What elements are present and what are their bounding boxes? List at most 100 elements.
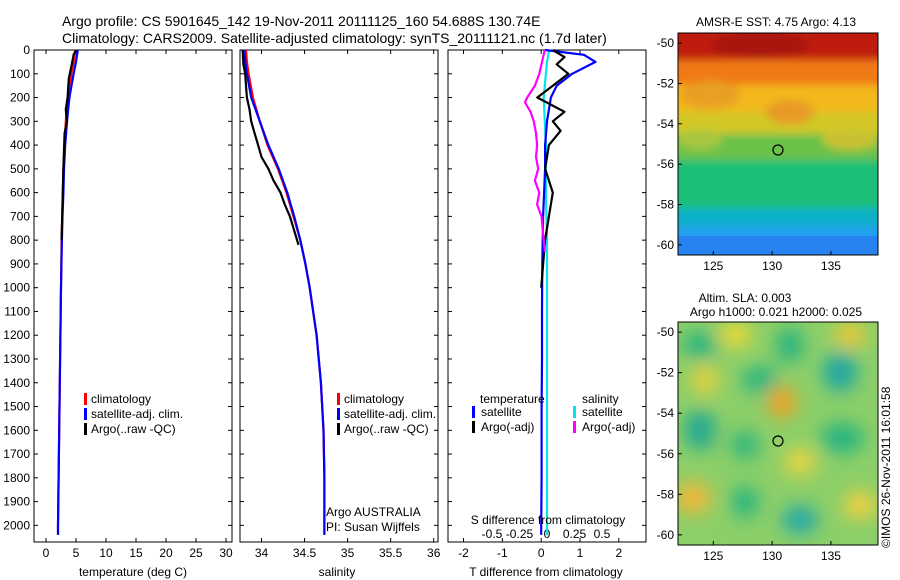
legend-title-temperature: temperature: [480, 392, 545, 406]
depth-tick-label: 600: [10, 186, 30, 200]
s-diff-tick-label: -0.5: [482, 527, 503, 541]
x-tick-label: 25: [189, 546, 203, 560]
salinity-plot-frame: [239, 49, 439, 543]
lon-tick-label: 130: [762, 259, 782, 273]
lon-tick-label: 135: [821, 259, 841, 273]
profile-line-temperature-argo-adj-: [536, 49, 570, 288]
profile-line-climatology: [244, 49, 326, 535]
temperature-legend: climatology satellite-adj. clim. Argo(..…: [84, 392, 183, 436]
depth-tick-label: 1500: [3, 400, 30, 414]
header-line-2: Climatology: CARS2009. Satellite-adjuste…: [62, 30, 607, 46]
argo-institution-annotation: Argo AUSTRALIA: [326, 505, 421, 519]
x-tick-label: 10: [99, 546, 113, 560]
lat-tick-label: -52: [657, 76, 675, 90]
depth-tick-label: 1000: [3, 281, 30, 295]
legend-label-satellite: satellite-adj. clim.: [91, 407, 183, 421]
lat-tick-label: -54: [657, 117, 675, 131]
sla-map-panel: Altim. SLA: 0.003 Argo h1000: 0.021 h200…: [657, 291, 879, 563]
difference-panel: -2 -1 0 1 2 -0.5 -0.25 0 0.25 0.5 S difference f…: [447, 48, 647, 579]
lon-tick-label: 130: [762, 549, 782, 563]
legend-label-satellite: satellite-adj. clim.: [344, 407, 436, 421]
difference-bottom-ticks: -2 -1 0 1 2: [458, 50, 622, 560]
sla-map-title: Altim. SLA: 0.003: [699, 291, 792, 305]
temperature-plot-frame: [33, 49, 233, 543]
salinity-axis-ticks: 34 34.5 35 35.5 36: [255, 50, 441, 560]
x-tick-label: -2: [458, 546, 469, 560]
s-diff-tick-label: 0.5: [594, 527, 611, 541]
profile-line-argo-raw-qc-: [241, 49, 300, 246]
depth-tick-label: 1200: [3, 328, 30, 342]
lat-tick-label: -50: [657, 36, 675, 50]
legend-swatch-s-argo: [573, 421, 576, 433]
temperature-panel: 0100200300400500600700800900100011001200…: [3, 43, 233, 579]
legend-label-s-argo: Argo(-adj): [582, 420, 635, 434]
legend-swatch-climatology: [337, 393, 340, 405]
legend-label-t-satellite: satellite: [481, 405, 522, 419]
s-diff-tick-label: 0.25: [563, 527, 587, 541]
depth-tick-label: 200: [10, 91, 30, 105]
s-diff-tick-label: -0.25: [506, 527, 534, 541]
lat-tick-label: -60: [657, 528, 675, 542]
depth-tick-label: 1900: [3, 495, 30, 509]
salinity-depth-ticks: [240, 49, 438, 526]
x-tick-label: 35.5: [379, 546, 403, 560]
depth-tick-label: 300: [10, 114, 30, 128]
depth-tick-label: 0: [23, 43, 30, 57]
depth-tick-label: 2000: [3, 518, 30, 532]
argo-position-marker: [772, 144, 784, 156]
x-tick-label: 36: [427, 546, 441, 560]
depth-tick-label: 1300: [3, 352, 30, 366]
lat-tick-label: -56: [657, 447, 675, 461]
difference-legend: temperature salinity satellite Argo(-adj…: [472, 392, 635, 434]
x-tick-label: 30: [219, 546, 233, 560]
lat-tick-label: -58: [657, 198, 675, 212]
x-tick-label: 35: [341, 546, 355, 560]
lat-tick-label: -54: [657, 406, 675, 420]
x-tick-label: 0: [43, 546, 50, 560]
depth-axis-ticks: 0 100 200 300 400 500 600 700 800 900 1000 1100 1200…: [3, 43, 232, 532]
legend-label-t-argo: Argo(-adj): [481, 420, 534, 434]
lat-tick-label: -50: [657, 325, 675, 339]
x-tick-label: 2: [615, 546, 622, 560]
sla-longitude-ticks: 125 130 135: [703, 541, 841, 563]
sla-map-subtitle: Argo h1000: 0.021 h2000: 0.025: [690, 305, 862, 319]
sla-heatmap: [678, 322, 878, 545]
depth-tick-label: 800: [10, 233, 30, 247]
sst-map-panel: AMSR-E SST: 4.75 Argo: 4.13 12: [657, 15, 879, 273]
sla-latitude-ticks: -50 -52 -54 -56 -58 -60: [657, 325, 682, 542]
temperature-axis-label: temperature (deg C): [79, 565, 187, 579]
lat-tick-label: -56: [657, 157, 675, 171]
sst-heatmap: [678, 33, 878, 255]
x-tick-label: 20: [159, 546, 173, 560]
x-tick-label: -1: [497, 546, 508, 560]
salinity-panel: 34 34.5 35 35.5 36 salinity climatology sate…: [239, 49, 441, 579]
x-tick-label: 0: [538, 546, 545, 560]
x-tick-label: 1: [577, 546, 584, 560]
sst-map-title: AMSR-E SST: 4.75 Argo: 4.13: [696, 15, 856, 29]
temperature-axis-ticks: 0 5 10 15 20 25 30: [43, 50, 233, 560]
x-tick-label: 5: [73, 546, 80, 560]
depth-tick-label: 1600: [3, 423, 30, 437]
legend-swatch-s-satellite: [573, 406, 576, 418]
legend-swatch-t-satellite: [472, 406, 475, 418]
legend-label-s-satellite: satellite: [582, 405, 623, 419]
footer-timestamp: ©IMOS 26-Nov-2011 16:01:58: [879, 386, 893, 548]
depth-tick-label: 500: [10, 162, 30, 176]
legend-title-salinity: salinity: [582, 392, 619, 406]
legend-swatch-t-argo: [472, 421, 475, 433]
depth-tick-label: 400: [10, 138, 30, 152]
legend-label-argo: Argo(..raw -QC): [344, 422, 429, 436]
argo-position-marker: [772, 435, 784, 447]
legend-label-argo: Argo(..raw -QC): [91, 422, 176, 436]
x-tick-label: 34: [255, 546, 269, 560]
s-difference-axis-label: S difference from climatology: [471, 513, 626, 527]
sst-map-frame: [677, 32, 879, 256]
temperature-profile-lines: [56, 49, 79, 535]
header-line-1: Argo profile: CS 5901645_142 19-Nov-2011…: [62, 13, 540, 29]
profile-line-satellite-adj-clim-: [243, 49, 326, 535]
salinity-legend: climatology satellite-adj. clim. Argo(..…: [337, 392, 436, 436]
legend-swatch-argo: [337, 423, 340, 435]
x-tick-label: 15: [129, 546, 143, 560]
legend-label-climatology: climatology: [344, 392, 404, 406]
